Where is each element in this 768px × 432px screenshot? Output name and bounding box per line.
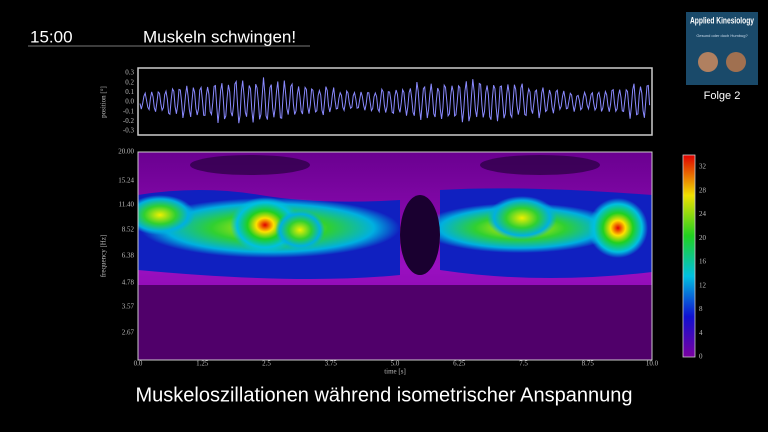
y-tick-label: 20.00 bbox=[118, 148, 134, 156]
x-tick-label: 6.25 bbox=[453, 360, 466, 368]
spectrogram-image bbox=[138, 152, 652, 360]
x-tick-label: 3.75 bbox=[325, 360, 338, 368]
caption: Muskeloszillationen während isometrische… bbox=[136, 384, 633, 406]
colorbar bbox=[682, 154, 696, 358]
y-tick-label: 11.40 bbox=[119, 201, 135, 209]
y-tick-label: -0.2 bbox=[123, 117, 135, 125]
x-tick-label: 10.0 bbox=[646, 360, 659, 368]
colorbar-tick-label: 28 bbox=[699, 186, 707, 194]
colorbar-tick-label: 24 bbox=[699, 210, 707, 218]
logo-title: Applied Kinesiology bbox=[690, 15, 754, 25]
y-tick-label: 15.24 bbox=[118, 177, 134, 185]
x-tick-label: 1.25 bbox=[196, 360, 209, 368]
x-tick-label: 7.5 bbox=[519, 360, 528, 368]
spectrogram-ylabel: frequency [Hz] bbox=[100, 235, 108, 278]
logo bbox=[686, 12, 758, 85]
y-tick-label: 3.57 bbox=[122, 303, 135, 311]
logo-person bbox=[726, 52, 746, 72]
signal-ylabel: position [°] bbox=[100, 86, 108, 118]
colorbar-tick-label: 20 bbox=[699, 234, 707, 242]
y-tick-label: 4.78 bbox=[122, 279, 135, 287]
y-tick-label: 8.52 bbox=[122, 226, 135, 234]
signal-trace bbox=[139, 77, 651, 124]
y-tick-label: 6.38 bbox=[122, 252, 135, 260]
colorbar-tick-label: 8 bbox=[699, 305, 703, 313]
y-tick-label: 0.3 bbox=[125, 69, 134, 77]
spectrogram-frame bbox=[137, 151, 653, 361]
colorbar-tick-label: 12 bbox=[699, 281, 707, 289]
x-tick-label: 0.0 bbox=[134, 360, 143, 368]
signal-frame bbox=[137, 67, 653, 136]
y-tick-label: 0.1 bbox=[125, 88, 134, 96]
time: 15:00 bbox=[30, 27, 73, 46]
logo-person bbox=[698, 52, 718, 72]
y-tick-label: -0.1 bbox=[123, 107, 135, 115]
colorbar-tick-label: 4 bbox=[699, 329, 703, 337]
x-tick-label: 2.5 bbox=[262, 360, 271, 368]
x-tick-label: 8.75 bbox=[582, 360, 595, 368]
spectrogram-xlabel: time [s] bbox=[384, 368, 406, 376]
logo-subtitle: Gesund oder doch Humbug? bbox=[696, 33, 748, 38]
y-tick-label: 0.0 bbox=[125, 98, 134, 106]
episode: Folge 2 bbox=[704, 90, 741, 102]
x-tick-label: 5.0 bbox=[391, 360, 400, 368]
slide-title: Muskeln schwingen! bbox=[143, 27, 296, 46]
y-tick-label: -0.3 bbox=[123, 127, 135, 135]
colorbar-tick-label: 0 bbox=[699, 353, 703, 361]
y-tick-label: 0.2 bbox=[125, 78, 134, 86]
colorbar-tick-label: 32 bbox=[699, 163, 707, 171]
y-tick-label: 2.67 bbox=[122, 329, 135, 337]
colorbar-tick-label: 16 bbox=[699, 258, 707, 266]
